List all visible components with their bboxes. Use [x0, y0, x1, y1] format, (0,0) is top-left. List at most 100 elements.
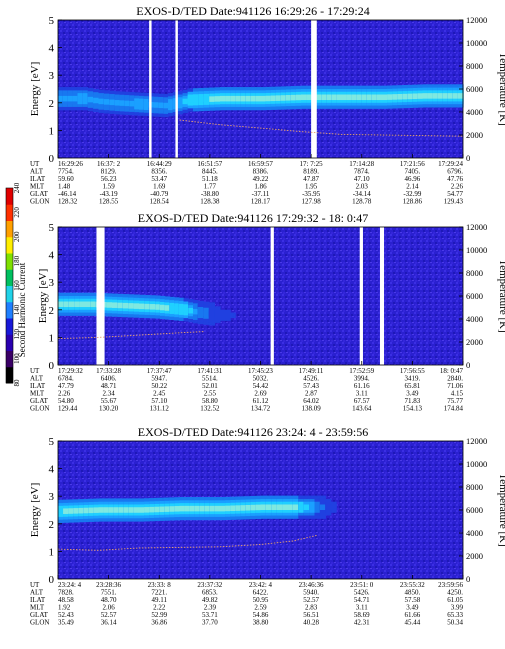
orbit-param-label: GLON [30, 619, 49, 627]
orbit-param-value: 8189. [303, 168, 319, 176]
spectrogram-band-cell [250, 95, 257, 102]
colorbar-swatch [6, 350, 13, 368]
orbit-param-label: ILAT [30, 382, 46, 390]
y2-tick-label: 0 [466, 574, 470, 584]
orbit-param-value: 17:56:55 [400, 367, 425, 375]
orbit-param-value: 71.83 [405, 397, 421, 405]
orbit-param-value: 8445. [202, 168, 218, 176]
orbit-param-value: 4526. [303, 375, 319, 383]
orbit-param-label: GLAT [30, 190, 49, 198]
orbit-param-value: 2.69 [254, 390, 267, 398]
panel-title: EXOS-D/TED Date:941126 16:29:26 - 17:29:… [136, 4, 370, 18]
spectrogram-band-cell [432, 93, 439, 99]
orbit-param-value: 52.57 [303, 596, 319, 604]
spectrogram-band-cell [250, 504, 257, 511]
spectrogram-band-cell [98, 507, 105, 513]
orbit-param-label: ILAT [30, 175, 46, 183]
spectrogram-band-cell [139, 303, 145, 310]
y2-tick-label: 6000 [466, 84, 483, 94]
orbit-param-value: -40.79 [150, 190, 169, 198]
orbit-param-value: 130.20 [99, 405, 119, 413]
orbit-param-value: 128.54 [150, 198, 170, 206]
spectrogram-band-cell [382, 94, 388, 101]
orbit-param-value: 17:49:11 [299, 367, 324, 375]
spectrogram-band-cell [168, 101, 174, 108]
orbit-param-value: 49.22 [253, 175, 269, 183]
orbit-param-value: 17: 7:25 [300, 160, 324, 168]
spectrogram-band-cell [351, 94, 358, 101]
orbit-param-label: GLON [30, 405, 49, 413]
spectrogram-band-cell [78, 507, 84, 514]
orbit-param-value: 65.81 [405, 382, 421, 390]
y-tick-label: 5 [49, 15, 55, 27]
orbit-param-value: 1.92 [58, 604, 71, 612]
spectrogram-band-cell [139, 101, 145, 107]
orbit-param-value: 17:45:23 [248, 367, 273, 375]
y-tick-label: 1 [49, 125, 55, 137]
y-tick-label: 4 [49, 250, 55, 262]
spectrogram-band-cell [197, 309, 204, 316]
y2-tick-label: 2000 [466, 130, 483, 140]
orbit-param-value: 4250. [447, 589, 463, 597]
y-axis-label: Energy [eV] [29, 62, 41, 116]
y2-tick-label: 2000 [466, 551, 483, 561]
orbit-param-value: 50.34 [447, 619, 463, 627]
orbit-param-value: 45.44 [405, 619, 421, 627]
orbit-param-value: 17:33:28 [96, 367, 121, 375]
colorbar-swatch [6, 188, 13, 205]
spectrogram-band-cell [77, 95, 83, 102]
panel-title: EXOS-D/TED Date:941126 23:24: 4 - 23:59:… [138, 425, 369, 439]
spectrogram-band-cell [178, 306, 185, 313]
orbit-param-value: 47.76 [447, 175, 463, 183]
orbit-param-value: 52.57 [101, 611, 117, 619]
spectrogram-band-cell [164, 305, 170, 311]
spectrogram-band-cell [133, 507, 140, 513]
orbit-param-value: 2.39 [204, 604, 217, 612]
data-gap [379, 227, 385, 365]
spectrogram-band-cell [220, 95, 226, 102]
orbit-param-value: 7221. [151, 589, 167, 597]
spectrogram-band-cell [199, 505, 206, 512]
colorbar-tick-label: 140 [13, 304, 21, 315]
y-tick-label: 5 [49, 436, 55, 448]
spectrogram-band-cell [155, 304, 161, 310]
spectrogram-band-cell [309, 504, 316, 510]
y2-tick-label: 12000 [466, 15, 487, 25]
spectrogram-band-cell [235, 505, 241, 511]
spectrogram-band-cell [442, 93, 449, 99]
colorbar-tick-label: 220 [13, 207, 21, 218]
orbit-param-value: 16:59:57 [248, 160, 273, 168]
spectrogram-band-cell [331, 94, 338, 101]
spectrogram-band-cell [225, 505, 231, 512]
spectrogram-band-cell [182, 98, 189, 105]
orbit-param-value: 2.26 [58, 390, 71, 398]
spectrogram-band-cell [208, 311, 216, 317]
orbit-param-value: 128.86 [403, 198, 423, 206]
spectrogram-band-cell [292, 504, 299, 510]
colorbar-swatch [6, 334, 13, 351]
orbit-param-value: 40.28 [303, 619, 319, 627]
spectrogram-band-cell [58, 301, 64, 308]
orbit-param-value: 38.80 [253, 619, 269, 627]
data-gap [311, 20, 317, 158]
orbit-param-value: 8386. [253, 168, 269, 176]
spectrogram-band-cell [275, 95, 282, 101]
panel-1: EXOS-D/TED Date:941126 16:29:26 - 17:29:… [29, 4, 505, 206]
spectrogram-band-cell [245, 504, 251, 511]
orbit-param-value: 3994. [354, 375, 370, 383]
y-tick-label: 0 [49, 153, 55, 165]
spectrogram-band-cell [245, 95, 251, 102]
orbit-param-value: 36.86 [151, 619, 167, 627]
y-tick-label: 1 [49, 332, 55, 344]
orbit-param-value: 42.31 [354, 619, 370, 627]
spectrogram-band-cell [314, 504, 321, 510]
orbit-param-label: ILAT [30, 596, 46, 604]
spectrogram-band-cell [417, 93, 424, 99]
spectrogram-band-cell [79, 301, 86, 308]
data-gap [270, 227, 274, 365]
spectrogram-band-cell [108, 507, 115, 513]
spectrogram-band-cell [68, 508, 74, 514]
orbit-param-value: 61.12 [253, 397, 269, 405]
spectrogram-band-cell [361, 94, 368, 101]
y2-tick-label: 8000 [466, 268, 483, 278]
